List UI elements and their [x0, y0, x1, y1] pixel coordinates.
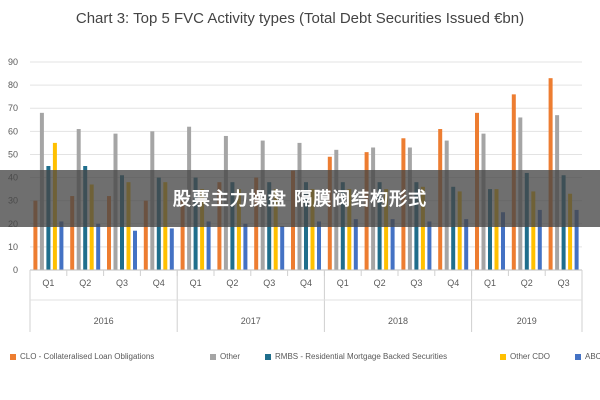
chart-legend: CLO - Collateralised Loan Obligations Oth…	[10, 352, 600, 368]
bar	[427, 221, 432, 270]
y-tick-label: 90	[8, 57, 18, 67]
watermark-text: 股票主力操盘 隔膜阀结构形式	[172, 189, 428, 210]
bar	[384, 189, 389, 270]
x-group-label: 2017	[241, 316, 261, 326]
bar	[273, 189, 278, 270]
bar	[280, 226, 285, 270]
x-group-label: 2018	[388, 316, 408, 326]
bar	[537, 209, 542, 270]
bar	[243, 223, 248, 270]
x-tick-label: Q4	[153, 278, 165, 288]
legend-item: Other CDO	[500, 352, 550, 361]
bar	[133, 230, 137, 270]
bar	[494, 189, 499, 270]
legend-swatch	[575, 353, 581, 360]
bar	[206, 221, 211, 270]
x-tick-label: Q2	[521, 278, 533, 288]
bar	[464, 219, 469, 270]
y-tick-label: 0	[13, 265, 18, 275]
legend-label: RMBS - Residential Mortgage Backed Secur…	[275, 352, 448, 361]
y-tick-label: 80	[8, 80, 18, 90]
legend-label: ABCP	[585, 352, 600, 361]
bar	[347, 189, 352, 270]
bar	[180, 200, 185, 270]
legend-label: Other	[220, 352, 241, 361]
bar	[531, 191, 536, 270]
bar	[200, 189, 205, 270]
x-tick-label: Q4	[300, 278, 312, 288]
bar	[574, 209, 579, 270]
legend-swatch	[500, 353, 506, 360]
legend-swatch	[10, 353, 16, 360]
bar	[70, 196, 75, 270]
chart-title: Chart 3: Top 5 FVC Activity types (Total…	[75, 10, 525, 27]
bar	[451, 186, 456, 270]
bar	[59, 221, 64, 270]
bar	[169, 228, 174, 270]
bar	[89, 184, 94, 270]
x-group-label: 2019	[517, 316, 537, 326]
legend-item: ABCP	[575, 352, 600, 361]
legend-label: CLO - Collateralised Loan Obligations	[20, 352, 155, 361]
x-tick-label: Q3	[410, 278, 422, 288]
bar	[107, 196, 111, 270]
legend-item: Other	[210, 352, 240, 361]
x-tick-label: Q2	[374, 278, 386, 288]
y-tick-label: 60	[8, 126, 18, 136]
x-tick-label: Q1	[42, 278, 54, 288]
y-tick-label: 10	[8, 242, 18, 252]
y-tick-label: 50	[8, 149, 18, 159]
legend-swatch	[265, 353, 271, 360]
bar	[96, 223, 101, 270]
bar	[501, 212, 505, 270]
x-tick-label: Q2	[79, 278, 91, 288]
y-axis-ticks: 0102030405060708090	[8, 57, 18, 275]
x-tick-label: Q1	[337, 278, 349, 288]
x-tick-label: Q1	[190, 278, 202, 288]
y-tick-label: 70	[8, 103, 18, 113]
legend-swatch	[210, 353, 216, 360]
legend-item: RMBS - Residential Mortgage Backed Secur…	[265, 352, 447, 361]
bar	[353, 219, 358, 270]
bar	[568, 193, 573, 270]
x-tick-label: Q4	[447, 278, 459, 288]
bar	[143, 200, 148, 270]
x-tick-label: Q2	[226, 278, 238, 288]
x-tick-label: Q3	[263, 278, 275, 288]
bar	[317, 221, 321, 270]
x-group-label: 2016	[94, 316, 114, 326]
bar	[488, 189, 492, 270]
x-tick-label: Q3	[116, 278, 128, 288]
watermark-band	[0, 170, 600, 227]
x-axis: Q1 Q2 Q3 Q4 Q1 Q2 Q3 Q4 Q1 Q2 Q3 Q4 Q1 Q2 Q3 2016 2017 20…	[29, 269, 583, 332]
bar	[420, 186, 425, 270]
x-tick-label: Q3	[558, 278, 570, 288]
bar	[390, 219, 395, 270]
bar	[236, 189, 241, 270]
bar	[457, 191, 462, 270]
bar	[310, 189, 315, 270]
legend-item: CLO - Collateralised Loan Obligations	[10, 352, 154, 361]
x-tick-label: Q1	[484, 278, 496, 288]
legend-label: Other CDO	[510, 352, 551, 361]
bar	[33, 200, 38, 270]
